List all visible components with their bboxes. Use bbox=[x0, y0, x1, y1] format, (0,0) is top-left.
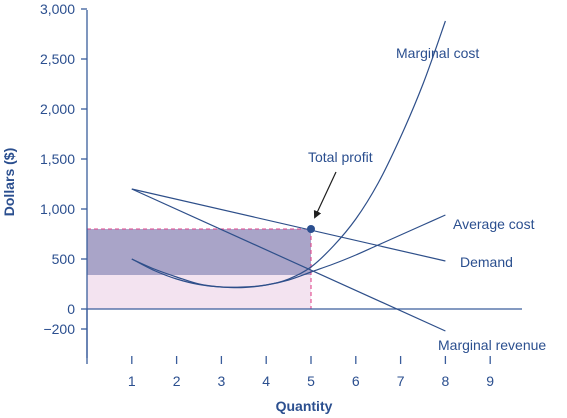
y-tick-label: 500 bbox=[52, 251, 76, 267]
y-tick-label: 2,500 bbox=[40, 51, 75, 67]
marginal-cost-curve bbox=[131, 20, 446, 288]
x-tick-label: 5 bbox=[307, 373, 315, 389]
x-tick-label: 1 bbox=[128, 373, 136, 389]
x-axis-title: Quantity bbox=[276, 398, 333, 414]
y-tick-label: 3,000 bbox=[40, 1, 75, 17]
x-tick-label: 2 bbox=[173, 373, 181, 389]
y-tick-label: 1,000 bbox=[40, 201, 75, 217]
x-tick-label: 9 bbox=[486, 373, 494, 389]
average-cost-label: Average cost bbox=[453, 216, 535, 232]
profit-max-point bbox=[307, 225, 315, 233]
annotations: Total profit Marginal cost Average cost … bbox=[308, 45, 546, 353]
x-tick-label: 7 bbox=[397, 373, 405, 389]
profit-areas bbox=[87, 228, 312, 309]
curves bbox=[131, 20, 446, 332]
x-tick-label: 8 bbox=[442, 373, 450, 389]
total-profit-label: Total profit bbox=[308, 149, 373, 165]
y-tick-label: 1,500 bbox=[40, 151, 75, 167]
ticks: 3,000 2,500 2,000 1,500 1,000 500 0 −200 1 2 3 4 5 6 7… bbox=[40, 1, 494, 389]
y-tick-label: 0 bbox=[67, 301, 75, 317]
y-tick-label: −200 bbox=[43, 321, 75, 337]
cost-area bbox=[87, 275, 311, 309]
marginal-revenue-curve bbox=[131, 188, 446, 332]
x-tick-label: 4 bbox=[262, 373, 270, 389]
marginal-revenue-label: Marginal revenue bbox=[438, 337, 546, 353]
y-axis-title: Dollars ($) bbox=[1, 148, 17, 216]
y-tick-label: 2,000 bbox=[40, 101, 75, 117]
total-profit-arrow bbox=[313, 171, 337, 219]
demand-curve bbox=[131, 188, 446, 262]
axes bbox=[86, 10, 522, 358]
x-tick-label: 3 bbox=[218, 373, 226, 389]
total-profit-area bbox=[87, 229, 311, 275]
demand-label: Demand bbox=[460, 254, 513, 270]
marginal-cost-label: Marginal cost bbox=[396, 45, 479, 61]
average-cost-curve bbox=[131, 214, 446, 289]
x-tick-label: 6 bbox=[352, 373, 360, 389]
